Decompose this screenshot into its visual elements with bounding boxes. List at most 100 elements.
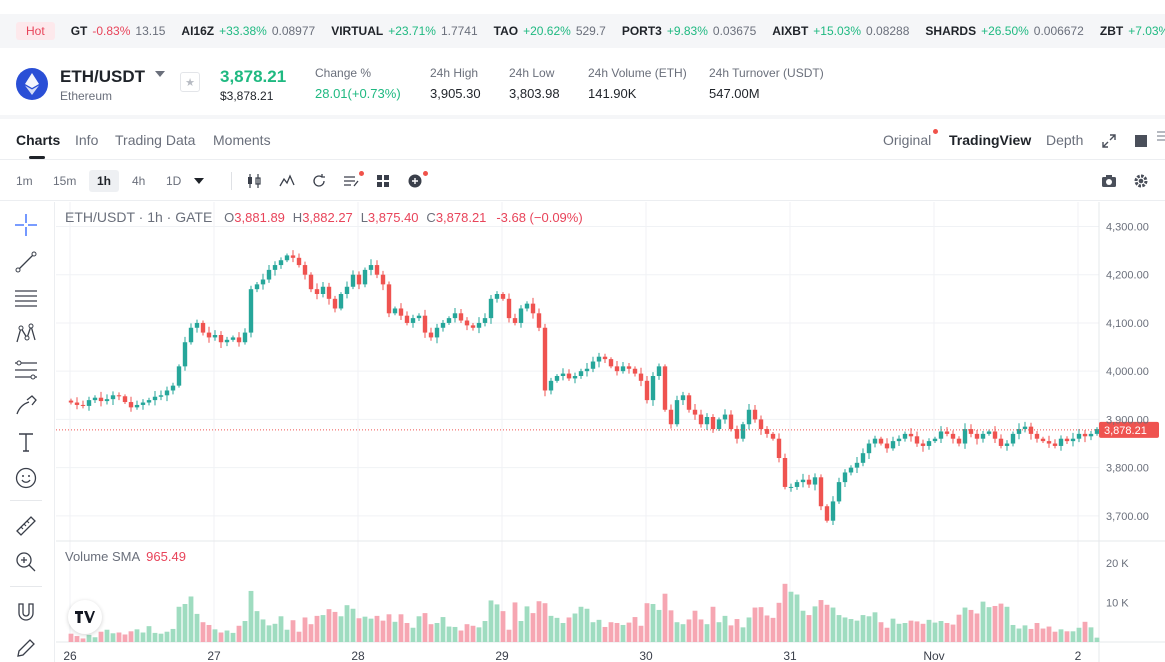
gear-icon[interactable]	[1132, 172, 1150, 190]
candle-body	[128, 402, 134, 408]
tab-moments[interactable]: Moments	[213, 132, 271, 148]
ticker-item-tao[interactable]: TAO +20.62% 529.7	[494, 24, 606, 38]
favorite-star-icon[interactable]: ★	[180, 72, 200, 92]
candle-body	[608, 359, 614, 367]
ticker-item-ai16z[interactable]: AI16Z +33.38% 0.08977	[181, 24, 315, 38]
candle-body	[854, 462, 860, 468]
ticker-bar: Hot GT -0.83% 13.15 AI16Z +33.38% 0.08977 VIRT…	[0, 14, 1165, 48]
indicators-icon[interactable]	[278, 172, 296, 190]
timeframe-1h[interactable]: 1h	[89, 170, 120, 192]
candle-body	[404, 315, 410, 323]
candle-body	[254, 284, 260, 290]
tab-original[interactable]: Original	[883, 132, 932, 148]
timeframe-15m[interactable]: 15m	[53, 174, 77, 188]
grid-layout-icon[interactable]	[374, 172, 392, 190]
volume-bar	[638, 625, 644, 642]
fullscreen-icon[interactable]	[1100, 132, 1118, 150]
section-divider	[0, 115, 1165, 119]
candle-body	[746, 409, 752, 425]
volume-bar	[176, 606, 182, 642]
volume-bar	[626, 622, 632, 642]
candle-body	[344, 286, 350, 294]
volume-bar	[572, 613, 578, 642]
volume-bar	[398, 614, 404, 642]
ticker-item-shards[interactable]: SHARDS +26.50% 0.006672	[925, 24, 1083, 38]
pair-dropdown-icon[interactable]	[155, 71, 165, 77]
volume-bar	[1040, 628, 1046, 642]
ticker-item-aixbt[interactable]: AIXBT +15.03% 0.08288	[772, 24, 909, 38]
pair-name[interactable]: ETH/USDT	[60, 67, 145, 86]
ticker-item-virtual[interactable]: VIRTUAL +23.71% 1.7741	[331, 24, 477, 38]
candlestick-chart[interactable]: 3,878.21 4,300.00 4,200.00 4,100.00 4,000.00…	[56, 202, 1165, 662]
brush-icon[interactable]	[13, 393, 39, 419]
volume-bar	[260, 619, 266, 642]
candle-body	[164, 390, 170, 396]
volume-bar	[644, 603, 650, 642]
volume-bar	[110, 633, 116, 642]
candle-body	[338, 294, 344, 309]
volume-bar	[344, 605, 350, 642]
volume-bar	[884, 627, 890, 642]
menu-icon[interactable]	[1155, 127, 1165, 145]
candle-body	[830, 501, 836, 521]
stat-low-value: 3,803.98	[509, 86, 560, 101]
timeframe-1m[interactable]: 1m	[16, 174, 33, 188]
candle-body	[590, 361, 596, 369]
volume-bar	[452, 626, 458, 642]
candle-body	[422, 315, 428, 333]
chart-area[interactable]: 3,878.21 4,300.00 4,200.00 4,100.00 4,000.00…	[56, 202, 1165, 662]
tab-depth[interactable]: Depth	[1046, 132, 1084, 148]
candle-body	[656, 366, 662, 376]
volume-bar	[818, 600, 824, 642]
trend-line-icon[interactable]	[13, 249, 39, 275]
timeframe-4h[interactable]: 4h	[132, 174, 146, 188]
ticker-item-gt[interactable]: GT -0.83% 13.15	[71, 24, 166, 38]
candle-type-icon[interactable]	[245, 172, 263, 190]
candle-body	[776, 438, 782, 458]
timeframe-dropdown-icon[interactable]	[190, 172, 208, 190]
tab-tradingview[interactable]: TradingView	[949, 132, 1032, 148]
layout-icon[interactable]	[1132, 132, 1150, 150]
horizontal-lines-icon[interactable]	[13, 285, 39, 311]
candle-body	[566, 373, 572, 379]
tab-trading-data[interactable]: Trading Data	[115, 132, 196, 148]
zoom-in-icon[interactable]	[13, 549, 39, 575]
settings-list-icon[interactable]	[342, 172, 360, 190]
candle-body	[1094, 429, 1100, 434]
tab-charts[interactable]: Charts	[16, 132, 61, 148]
ruler-icon[interactable]	[13, 513, 39, 539]
stat-turnover-value: 547.00M	[709, 86, 760, 101]
volume-bar	[128, 631, 134, 642]
ticker-item-zbt[interactable]: ZBT+7.03%0.2025	[1100, 24, 1165, 38]
tradingview-logo[interactable]	[68, 600, 102, 634]
stat-change-label: Change %	[315, 66, 372, 80]
volume-bar	[236, 625, 242, 642]
volume-bar	[836, 615, 842, 642]
refresh-icon[interactable]	[310, 172, 328, 190]
pencil-lock-icon[interactable]	[13, 635, 39, 661]
magnet-icon[interactable]	[13, 599, 39, 625]
volume-bar	[764, 615, 770, 642]
tab-info[interactable]: Info	[75, 132, 99, 148]
camera-icon[interactable]	[1100, 172, 1118, 190]
candle-body	[800, 479, 806, 483]
time-tick-label: 30	[639, 649, 653, 662]
volume-bar	[320, 615, 326, 642]
ticker-item-port3[interactable]: PORT3 +9.83% 0.03675	[622, 24, 756, 38]
volume-bar	[212, 629, 218, 642]
fibonacci-icon[interactable]	[13, 357, 39, 383]
volume-bar	[338, 616, 344, 642]
timeframe-1d[interactable]: 1D	[166, 174, 182, 188]
stat-low: 24h Low 3,803.98	[509, 66, 560, 101]
candle-body	[782, 458, 788, 487]
candle-body	[1064, 438, 1070, 442]
add-indicator-icon[interactable]	[406, 172, 424, 190]
text-tool-icon[interactable]	[13, 429, 39, 455]
price-tick-label: 4,200.00	[1106, 270, 1149, 282]
hot-badge[interactable]: Hot	[16, 22, 55, 40]
emoji-icon[interactable]	[13, 465, 39, 491]
stat-high-value: 3,905.30	[430, 86, 481, 101]
candle-body	[110, 395, 116, 400]
crosshair-icon[interactable]	[13, 212, 39, 238]
pattern-icon[interactable]	[13, 321, 39, 347]
